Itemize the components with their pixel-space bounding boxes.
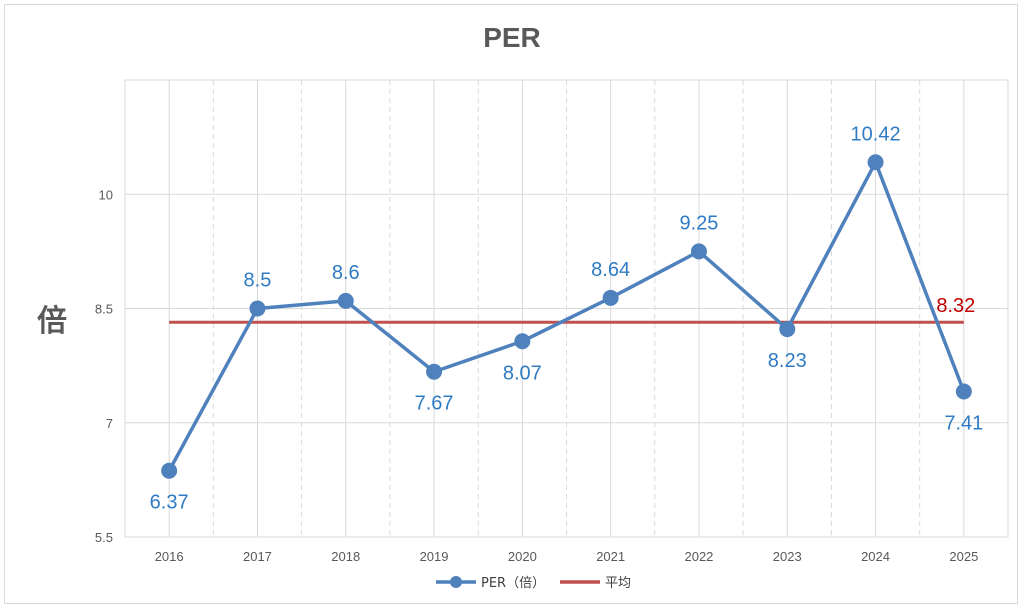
per-series: 6.37 8.5 8.6 7.67 8.07 8.64 9.25 8.23 10.42 7.41 <box>150 123 984 513</box>
y-tick-label: 5.5 <box>95 530 113 545</box>
per-line <box>167 160 966 472</box>
x-tick-label: 2018 <box>331 549 360 564</box>
per-data-label: 7.41 <box>944 413 983 435</box>
x-tick-label: 2023 <box>773 549 802 564</box>
x-tick-label: 2021 <box>596 549 625 564</box>
y-axis-ticks: 5.5 7 8.5 10 <box>95 187 113 545</box>
per-data-label: 9.25 <box>679 212 718 234</box>
per-point <box>514 333 531 350</box>
x-tick-label: 2017 <box>243 549 272 564</box>
per-point <box>602 289 619 306</box>
per-point <box>690 243 707 260</box>
average-value-label: 8.32 <box>936 295 975 317</box>
y-tick-label: 10 <box>99 187 113 202</box>
x-tick-label: 2016 <box>155 549 184 564</box>
per-point <box>337 292 354 309</box>
per-data-label: 8.07 <box>503 362 542 384</box>
per-data-label: 8.6 <box>332 262 360 284</box>
average-series: 8.32 <box>169 295 975 324</box>
per-point <box>426 363 443 380</box>
legend-per-marker <box>450 576 462 588</box>
per-point <box>161 462 178 479</box>
x-tick-label: 2020 <box>508 549 537 564</box>
per-point <box>249 300 266 317</box>
legend-per-label: PER（倍） <box>481 576 545 591</box>
per-data-label: 7.67 <box>415 393 454 415</box>
y-tick-label: 7 <box>106 416 113 431</box>
y-tick-label: 8.5 <box>95 302 113 317</box>
legend: PER（倍） 平均 <box>436 576 631 591</box>
y-axis-label: 倍 <box>37 304 67 339</box>
per-point <box>779 321 796 338</box>
per-point <box>867 154 884 171</box>
legend-average-label: 平均 <box>605 576 631 591</box>
chart-title: PER <box>483 22 541 53</box>
per-data-label: 8.64 <box>591 259 630 281</box>
chart-frame <box>4 4 1018 604</box>
x-tick-label: 2022 <box>684 549 713 564</box>
per-data-label: 8.23 <box>768 350 807 372</box>
x-tick-label: 2019 <box>420 549 449 564</box>
per-data-label: 6.37 <box>150 492 189 514</box>
per-data-label: 8.5 <box>244 270 272 292</box>
per-data-label: 10.42 <box>851 123 901 145</box>
per-point <box>955 383 972 400</box>
x-tick-label: 2025 <box>949 549 978 564</box>
x-tick-label: 2024 <box>861 549 890 564</box>
x-axis-ticks: 2016 2017 2018 2019 2020 2021 2022 2023 2024 2025 <box>155 549 979 564</box>
